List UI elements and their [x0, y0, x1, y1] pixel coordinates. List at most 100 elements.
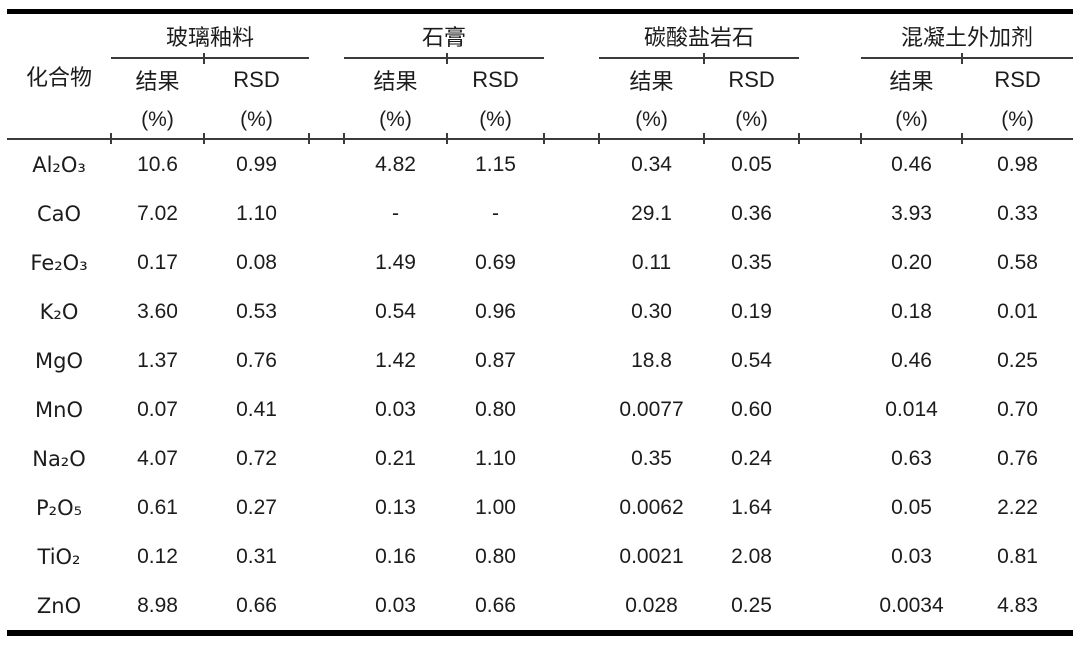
spacer-cell: [309, 189, 344, 238]
spacer-cell: [544, 238, 599, 287]
rsd-label: RSD: [202, 52, 309, 101]
unit-label: (%): [860, 101, 963, 144]
value-cell: 0.17: [137, 250, 178, 274]
value-cell: 1.64: [731, 495, 772, 519]
spacer-cell: [799, 434, 861, 483]
table-row: MgO 1.37 0.76 1.42 0.87 18.8 0.54 0.46 0.25: [7, 336, 1073, 385]
value-cell: 0.0077: [619, 397, 684, 421]
compound-header: 化合物: [7, 11, 111, 140]
spacer-cell: [309, 12, 344, 59]
compound-cell: CaO: [36, 201, 82, 226]
value-cell: 0.53: [236, 299, 277, 323]
spacer-cell: [544, 483, 599, 532]
value-cell: 4.83: [997, 593, 1038, 617]
value-cell: 0.03: [375, 397, 416, 421]
value-cell: 0.05: [891, 495, 932, 519]
value-cell: 1.37: [137, 348, 178, 372]
spacer-cell: [309, 532, 344, 581]
value-cell: 0.54: [731, 348, 772, 372]
value-cell: 0.13: [375, 495, 416, 519]
compound-cell: ZnO: [36, 593, 82, 618]
result-label: 结果: [629, 69, 674, 94]
spacer-cell: [309, 139, 344, 189]
value-cell: 0.08: [236, 250, 277, 274]
group-header-concrete-admixture: 混凝土外加剂: [861, 11, 1074, 59]
value-cell: 0.33: [997, 201, 1038, 225]
spacer-cell: [309, 581, 344, 633]
spacer-cell: [544, 58, 599, 101]
unit-label: (%): [110, 101, 204, 144]
spacer-cell: [799, 58, 861, 101]
value-cell: 4.82: [375, 152, 416, 176]
spacer-cell: [544, 189, 599, 238]
spacer-cell: [799, 385, 861, 434]
compound-cell: Fe₂O₃: [30, 250, 88, 275]
spacer-cell: [308, 101, 345, 144]
table-row: K₂O 3.60 0.53 0.54 0.96 0.30 0.19 0.18 0.01: [7, 287, 1073, 336]
value-cell: 0.66: [236, 593, 277, 617]
unit-label: (%): [202, 101, 310, 144]
value-cell: 0.30: [631, 299, 672, 323]
value-cell: 0.80: [475, 544, 516, 568]
value-cell: 0.05: [731, 152, 772, 176]
compound-cell: MgO: [35, 348, 83, 373]
spacer-cell: [309, 287, 344, 336]
spacer-cell: [309, 483, 344, 532]
spacer-cell: [799, 139, 861, 189]
table-row: Na₂O 4.07 0.72 0.21 1.10 0.35 0.24 0.63 0.76: [7, 434, 1073, 483]
value-cell: 0.21: [375, 446, 416, 470]
spacer-cell: [544, 581, 599, 633]
value-cell: 10.6: [137, 152, 178, 176]
result-label: 结果: [135, 69, 180, 94]
compound-cell: TiO₂: [37, 544, 81, 569]
value-cell: 0.27: [236, 495, 277, 519]
value-cell: 0.35: [731, 250, 772, 274]
rsd-label: RSD: [446, 52, 544, 101]
value-cell: 0.0034: [879, 593, 944, 617]
table-header: 化合物 玻璃釉料 石膏 碳酸盐岩石 混凝土外加剂 结果 RSD 结果 RSD 结…: [7, 11, 1074, 144]
value-cell: 0.11: [631, 250, 672, 274]
value-cell: 0.87: [475, 348, 516, 372]
group-header-row: 化合物 玻璃釉料 石膏 碳酸盐岩石 混凝土外加剂: [7, 11, 1074, 140]
value-cell: 0.69: [475, 250, 516, 274]
value-cell: 0.96: [475, 299, 516, 323]
value-cell: 0.76: [236, 348, 277, 372]
rsd-label: RSD: [703, 52, 799, 101]
value-cell: 0.028: [625, 593, 678, 617]
spacer-cell: [543, 101, 600, 144]
compound-cell: K₂O: [39, 299, 79, 324]
unit-label: (%): [703, 101, 800, 144]
value-cell: 0.81: [997, 544, 1038, 568]
value-cell: 1.00: [475, 495, 516, 519]
value-cell: 0.54: [375, 299, 416, 323]
table-body: Al₂O₃ 10.6 0.99 4.82 1.15 0.34 0.05 0.46 0.98 CaO…: [7, 139, 1073, 633]
spacer-cell: [799, 189, 861, 238]
spacer-cell: [799, 532, 861, 581]
spacer-cell: [544, 287, 599, 336]
value-cell: 0.16: [375, 544, 416, 568]
spacer-cell: [544, 139, 599, 189]
value-cell: 0.80: [475, 397, 516, 421]
rsd-label: RSD: [961, 52, 1073, 101]
value-cell: 0.01: [997, 299, 1038, 323]
value-cell: 0.35: [631, 446, 672, 470]
spacer-cell: [309, 434, 344, 483]
compound-cell: Na₂O: [32, 446, 86, 471]
value-cell: 1.42: [375, 348, 416, 372]
analysis-results-table: 化合物 玻璃釉料 石膏 碳酸盐岩石 混凝土外加剂 结果 RSD 结果 RSD 结…: [7, 9, 1074, 636]
group-header-gypsum: 石膏: [344, 11, 545, 59]
value-cell: 0.25: [997, 348, 1038, 372]
result-label: 结果: [373, 69, 418, 94]
value-cell: 0.0021: [619, 544, 684, 568]
value-cell: 0.76: [997, 446, 1038, 470]
sub-header-row: 结果 RSD 结果 RSD 结果 RSD 结果 RSD: [7, 52, 1073, 101]
value-cell: -: [392, 201, 400, 225]
value-cell: 0.41: [236, 397, 277, 421]
spacer-cell: [798, 101, 862, 144]
spacer-cell: [799, 483, 861, 532]
table-row: TiO₂ 0.12 0.31 0.16 0.80 0.0021 2.08 0.03 0.81: [7, 532, 1073, 581]
value-cell: 0.61: [137, 495, 178, 519]
unit-label: (%): [961, 101, 1074, 144]
value-cell: 1.10: [236, 201, 277, 225]
unit-label: (%): [598, 101, 705, 144]
